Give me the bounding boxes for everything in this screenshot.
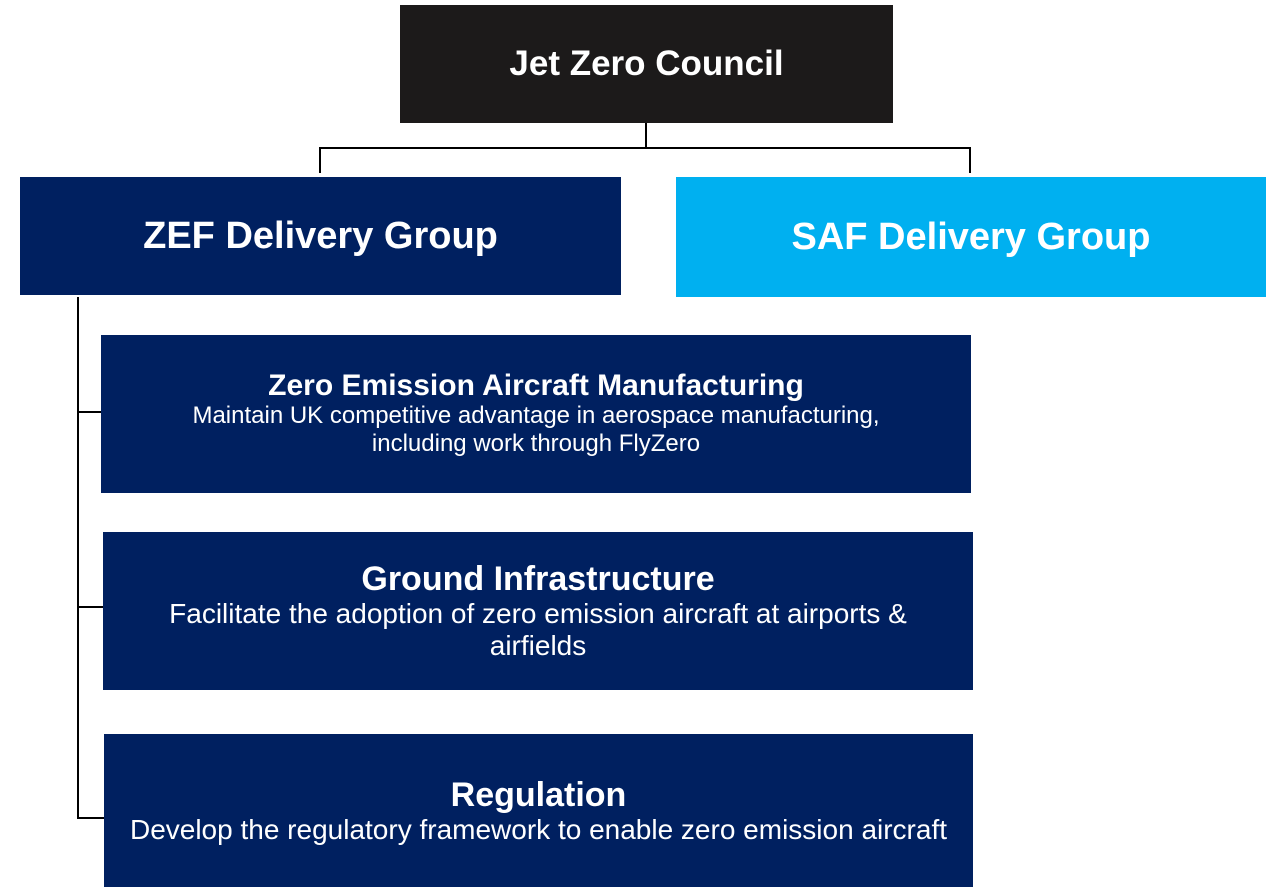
root-node: Jet Zero Council xyxy=(400,5,893,123)
workstream-node: Zero Emission Aircraft Manufacturing Mai… xyxy=(101,335,971,493)
group-title: SAF Delivery Group xyxy=(791,215,1151,258)
workstream-description: Develop the regulatory framework to enab… xyxy=(129,813,948,845)
workstream-title: Regulation xyxy=(450,775,627,814)
workstream-title: Zero Emission Aircraft Manufacturing xyxy=(268,369,804,402)
group-node: ZEF Delivery Group xyxy=(20,177,621,295)
workstream-title: Ground Infrastructure xyxy=(361,560,715,598)
workstream-description: Maintain UK competitive advantage in aer… xyxy=(192,402,880,457)
workstream-description: Facilitate the adoption of zero emission… xyxy=(169,598,907,661)
workstream-node: Regulation Develop the regulatory framew… xyxy=(104,734,973,887)
workstream-node: Ground Infrastructure Facilitate the ado… xyxy=(103,532,973,690)
root-title: Jet Zero Council xyxy=(509,44,784,83)
group-title: ZEF Delivery Group xyxy=(143,214,498,257)
group-node: SAF Delivery Group xyxy=(676,177,1266,297)
